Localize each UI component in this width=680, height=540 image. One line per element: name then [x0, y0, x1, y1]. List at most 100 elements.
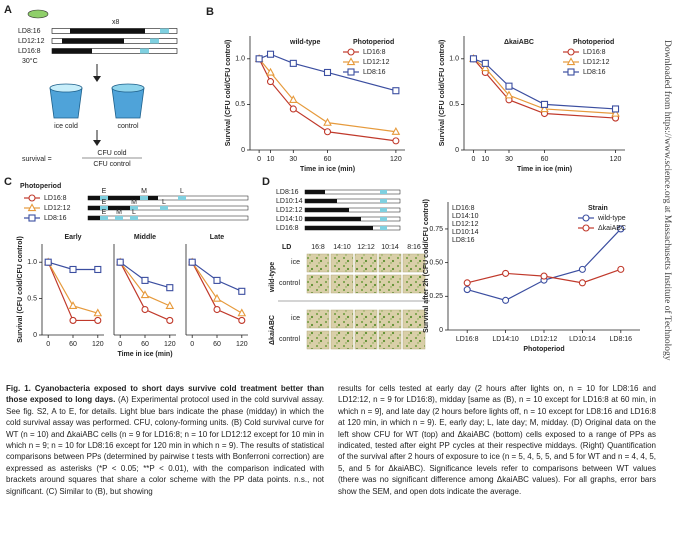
- marker: [93, 308, 103, 317]
- panel-label: A: [4, 4, 12, 16]
- marker: [94, 265, 102, 274]
- marker: [266, 67, 275, 76]
- x-axis-label: Time in ice (min): [117, 351, 172, 358]
- column-label: 14:10: [333, 244, 351, 251]
- phase-label: E: [102, 209, 107, 216]
- plate: [354, 253, 378, 273]
- marker: [540, 272, 548, 280]
- x-tick-label: 0: [190, 341, 194, 348]
- marker: [578, 265, 586, 273]
- phase-label: M: [116, 209, 122, 216]
- x-tick-label: 10: [267, 156, 275, 163]
- significance-key: LD10:14: [452, 229, 479, 236]
- marker: [27, 203, 37, 212]
- y-tick-label: 0.50: [429, 259, 443, 266]
- plate: [306, 309, 330, 329]
- plate: [306, 330, 330, 350]
- row-label: ice: [291, 315, 300, 322]
- plate: [378, 253, 402, 273]
- legend-label: LD12:12: [583, 59, 610, 66]
- marker: [166, 316, 174, 324]
- y-tick-label: 1.0: [449, 56, 459, 63]
- x-tick-label: 60: [213, 341, 221, 348]
- marker: [347, 48, 355, 56]
- x-tick-label: 120: [390, 156, 402, 163]
- marker: [141, 276, 149, 284]
- row-label: control: [279, 336, 300, 343]
- legend-label: LD8:16: [363, 69, 386, 76]
- panel-label: C: [4, 176, 12, 188]
- legend-label: LD12:12: [363, 59, 390, 66]
- marker: [347, 68, 355, 76]
- x-axis-label: Time in ice (min): [300, 166, 355, 173]
- y-axis-label: Survival (CFU cold/CFU control): [17, 236, 24, 343]
- marker: [540, 104, 549, 113]
- x-tick-label: 60: [541, 156, 549, 163]
- x-tick-label: 30: [289, 156, 297, 163]
- marker: [617, 265, 625, 273]
- strain-label: wild-type: [269, 262, 276, 293]
- legend-label: LD12:12: [44, 205, 71, 212]
- legend-title: Photoperiod: [20, 183, 61, 190]
- x-tick-label: LD16:8: [456, 336, 479, 343]
- marker: [502, 296, 510, 304]
- night-bar: [305, 199, 337, 203]
- legend-label: LD16:8: [363, 49, 386, 56]
- row-label: ice: [291, 259, 300, 266]
- marker: [288, 95, 298, 103]
- phase-label: M: [141, 188, 147, 195]
- marker: [481, 59, 489, 67]
- marker: [567, 48, 575, 56]
- marker: [566, 57, 576, 66]
- marker: [266, 50, 275, 58]
- marker: [392, 87, 400, 95]
- legend-label: LD16:8: [44, 195, 67, 202]
- x-tick-label: 0: [46, 341, 50, 348]
- x-tick-label: 30: [505, 156, 513, 163]
- chart-title: wild-type: [289, 39, 320, 46]
- y-tick-label: 0.5: [235, 101, 245, 108]
- y-tick-label: 0.5: [449, 101, 459, 108]
- photoperiod-label: LD16:8: [18, 48, 41, 55]
- legend-label: LD8:16: [583, 69, 606, 76]
- y-tick-label: 0.25: [429, 293, 443, 300]
- marker: [323, 68, 332, 77]
- x-tick-label: LD10:14: [569, 336, 596, 343]
- x-tick-label: 0: [472, 156, 476, 163]
- y-tick-label: 1.0: [235, 56, 245, 63]
- plate: [306, 253, 330, 273]
- cycles-label: x8: [112, 19, 120, 26]
- series-line: [467, 228, 622, 302]
- strain-label: ΔkaiABC: [269, 315, 276, 345]
- photoperiod-label: LD8:16: [18, 28, 41, 35]
- marker: [391, 127, 401, 135]
- caption-title: Fig. 1. Cyanobacteria exposed to short d…: [6, 384, 324, 405]
- photoperiod-label: LD10:14: [276, 198, 303, 205]
- legend-label: LD8:16: [44, 215, 67, 222]
- marker: [116, 258, 124, 266]
- marker: [540, 100, 549, 108]
- marker: [502, 269, 510, 277]
- phase-label: E: [102, 199, 107, 206]
- phase-bar: [380, 199, 387, 203]
- marker: [166, 284, 174, 292]
- photoperiod-label: LD8:16: [276, 189, 299, 196]
- marker: [213, 276, 221, 284]
- phase-bar: [380, 190, 387, 194]
- x-tick-label: 0: [257, 156, 261, 163]
- series-line: [119, 261, 171, 307]
- marker: [238, 316, 246, 324]
- x-tick-label: 10: [481, 156, 489, 163]
- photoperiod-label: LD12:12: [18, 38, 45, 45]
- x-tick-label: 120: [92, 341, 104, 348]
- y-tick-label: 0: [439, 327, 443, 334]
- denominator: CFU control: [93, 161, 131, 168]
- y-tick-label: 0.5: [27, 295, 37, 302]
- marker: [255, 55, 263, 63]
- phase-diagram: Photoperiod E M L E M L E M L: [20, 183, 249, 221]
- plate: [330, 253, 354, 273]
- caption-left: Fig. 1. Cyanobacteria exposed to short d…: [6, 383, 324, 497]
- plate: [402, 309, 426, 329]
- marker: [323, 128, 332, 136]
